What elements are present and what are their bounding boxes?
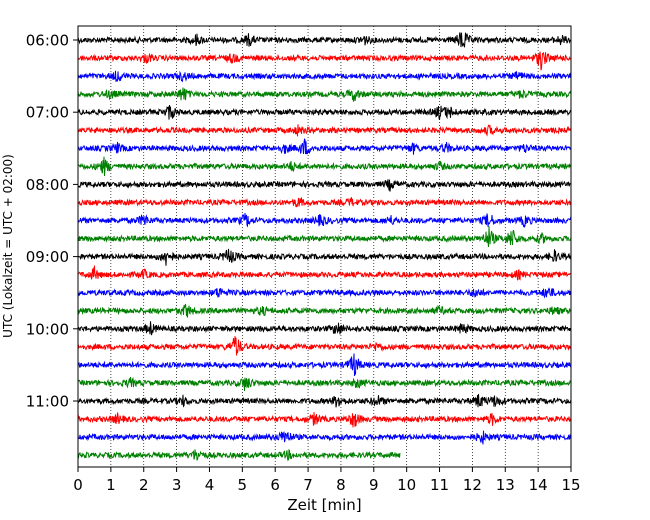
trace-06:00 <box>77 32 572 48</box>
trace-07:30 <box>77 138 572 155</box>
x-tick-label-13: 13 <box>496 476 515 494</box>
trace-10:15 <box>77 336 572 356</box>
x-tick-label-3: 3 <box>172 476 182 494</box>
x-tick-label-12: 12 <box>463 476 482 494</box>
y-tick-label-06:00: 06:00 <box>26 32 69 50</box>
x-axis: 0 1 2 3 4 5 6 7 8 9 10 11 12 13 14 15 <box>73 467 581 494</box>
x-axis-label: Zeit [min] <box>287 496 361 514</box>
trace-06:30 <box>77 70 572 83</box>
trace-06:45 <box>77 87 572 102</box>
x-tick-label-2: 2 <box>139 476 149 494</box>
trace-10:45 <box>77 376 572 392</box>
trace-11:45 <box>77 448 401 462</box>
y-tick-label-10:00: 10:00 <box>26 320 69 338</box>
x-tick-label-14: 14 <box>529 476 548 494</box>
y-tick-label-11:00: 11:00 <box>26 393 69 411</box>
trace-09:15 <box>77 264 572 281</box>
trace-09:30 <box>77 287 572 299</box>
trace-10:30 <box>77 353 572 377</box>
trace-07:15 <box>77 124 572 137</box>
x-tick-label-0: 0 <box>73 476 83 494</box>
y-tick-label-08:00: 08:00 <box>26 176 69 194</box>
trace-09:00 <box>77 248 572 266</box>
trace-09:45 <box>77 303 572 318</box>
y-axis-label: UTC (Lokalzeit = UTC + 02:00) <box>1 154 15 338</box>
x-tick-label-10: 10 <box>397 476 416 494</box>
trace-08:15 <box>77 196 572 208</box>
trace-10:00 <box>77 321 572 336</box>
trace-08:00 <box>77 179 572 192</box>
x-tick-label-6: 6 <box>270 476 280 494</box>
x-tick-label-11: 11 <box>430 476 449 494</box>
x-tick-label-7: 7 <box>303 476 313 494</box>
x-tick-label-8: 8 <box>336 476 346 494</box>
trace-11:15 <box>77 412 572 428</box>
x-tick-label-15: 15 <box>561 476 580 494</box>
trace-11:00 <box>77 393 572 408</box>
y-axis: 06:00 07:00 08:00 09:00 10:00 11:00 <box>26 32 78 411</box>
x-tick-label-1: 1 <box>106 476 116 494</box>
seismogram-traces <box>77 32 572 462</box>
trace-07:45 <box>77 156 572 177</box>
x-tick-label-4: 4 <box>205 476 215 494</box>
y-tick-label-09:00: 09:00 <box>26 248 69 266</box>
trace-06:15 <box>77 51 572 71</box>
plot-frame <box>77 25 572 468</box>
trace-11:30 <box>77 430 572 445</box>
y-tick-label-07:00: 07:00 <box>26 104 69 122</box>
x-tick-label-5: 5 <box>238 476 248 494</box>
x-tick-label-9: 9 <box>369 476 379 494</box>
trace-08:45 <box>77 226 572 248</box>
trace-07:00 <box>77 104 572 121</box>
trace-08:30 <box>77 212 572 229</box>
